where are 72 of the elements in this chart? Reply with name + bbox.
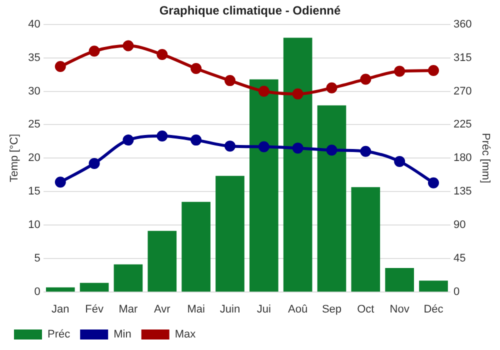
y-tick-label: 20: [28, 152, 40, 164]
point: [190, 63, 202, 74]
point: [88, 158, 100, 169]
y-tick-label: 25: [28, 118, 40, 131]
point: [326, 144, 338, 156]
bar: [46, 287, 75, 292]
y-tick-label: 40: [28, 18, 40, 30]
point: [122, 40, 134, 52]
y-tick-label: 15: [28, 186, 40, 198]
point: [190, 134, 202, 146]
bar: [114, 264, 143, 292]
bar: [80, 282, 109, 292]
point: [394, 156, 406, 167]
y2-tick-label: 90: [453, 218, 466, 231]
point: [428, 65, 439, 76]
y2-axis-title: Préc [mm]: [479, 133, 492, 184]
bar: [419, 280, 448, 292]
point: [258, 86, 270, 97]
y-tick-label: 5: [34, 252, 40, 264]
point: [258, 141, 270, 152]
point: [54, 61, 66, 72]
y2-tick-label: 270: [453, 85, 472, 98]
y-tick-label: 30: [28, 85, 40, 98]
bar: [182, 202, 210, 292]
x-tick-label: Déc: [424, 303, 444, 316]
point: [122, 134, 134, 146]
y2-tick-label: 0: [453, 286, 460, 298]
bar: [351, 187, 380, 292]
point: [360, 74, 372, 85]
y2-tick-label: 315: [453, 52, 472, 64]
x-tick-label: Mai: [187, 303, 205, 316]
x-tick-label: Aoû: [288, 303, 308, 316]
y2-tick-label: 180: [453, 152, 472, 164]
x-tick-label: Oct: [357, 303, 374, 316]
y-tick-label: 10: [28, 218, 40, 231]
x-tick-label: Nov: [390, 303, 410, 316]
y-tick-label: 35: [28, 52, 40, 64]
bar: [317, 105, 346, 292]
y-axis-title: Temp [°C]: [8, 134, 21, 182]
legend-label: Max: [174, 328, 196, 341]
point: [156, 48, 168, 60]
y-tick-label: 0: [34, 286, 40, 298]
chart-title: Graphique climatique - Odienné: [159, 4, 342, 18]
y2-tick-label: 135: [453, 186, 472, 198]
y2-tick-label: 45: [453, 252, 466, 264]
bar: [249, 79, 278, 292]
x-tick-label: Mar: [118, 303, 138, 316]
legend-label: Min: [114, 328, 132, 341]
bar: [283, 38, 312, 292]
point: [428, 177, 439, 188]
x-tick-label: Jan: [52, 303, 70, 316]
point: [292, 142, 304, 154]
point: [292, 88, 304, 100]
point: [326, 82, 338, 94]
point: [88, 46, 100, 57]
point: [156, 130, 168, 142]
bar: [148, 230, 177, 292]
x-tick-label: Sep: [322, 303, 342, 316]
bar: [385, 268, 414, 292]
y2-tick-label: 225: [453, 118, 472, 131]
x-tick-label: Juin: [220, 303, 240, 316]
x-tick-label: Avr: [154, 303, 171, 316]
point: [224, 140, 236, 152]
point: [394, 66, 406, 77]
point: [360, 146, 372, 157]
point: [224, 75, 236, 86]
y2-tick-label: 360: [453, 18, 472, 30]
bar: [216, 176, 244, 292]
point: [54, 176, 66, 188]
x-tick-label: Fév: [85, 303, 104, 316]
x-tick-label: Jui: [256, 303, 271, 316]
legend-label: Préc: [48, 328, 71, 341]
